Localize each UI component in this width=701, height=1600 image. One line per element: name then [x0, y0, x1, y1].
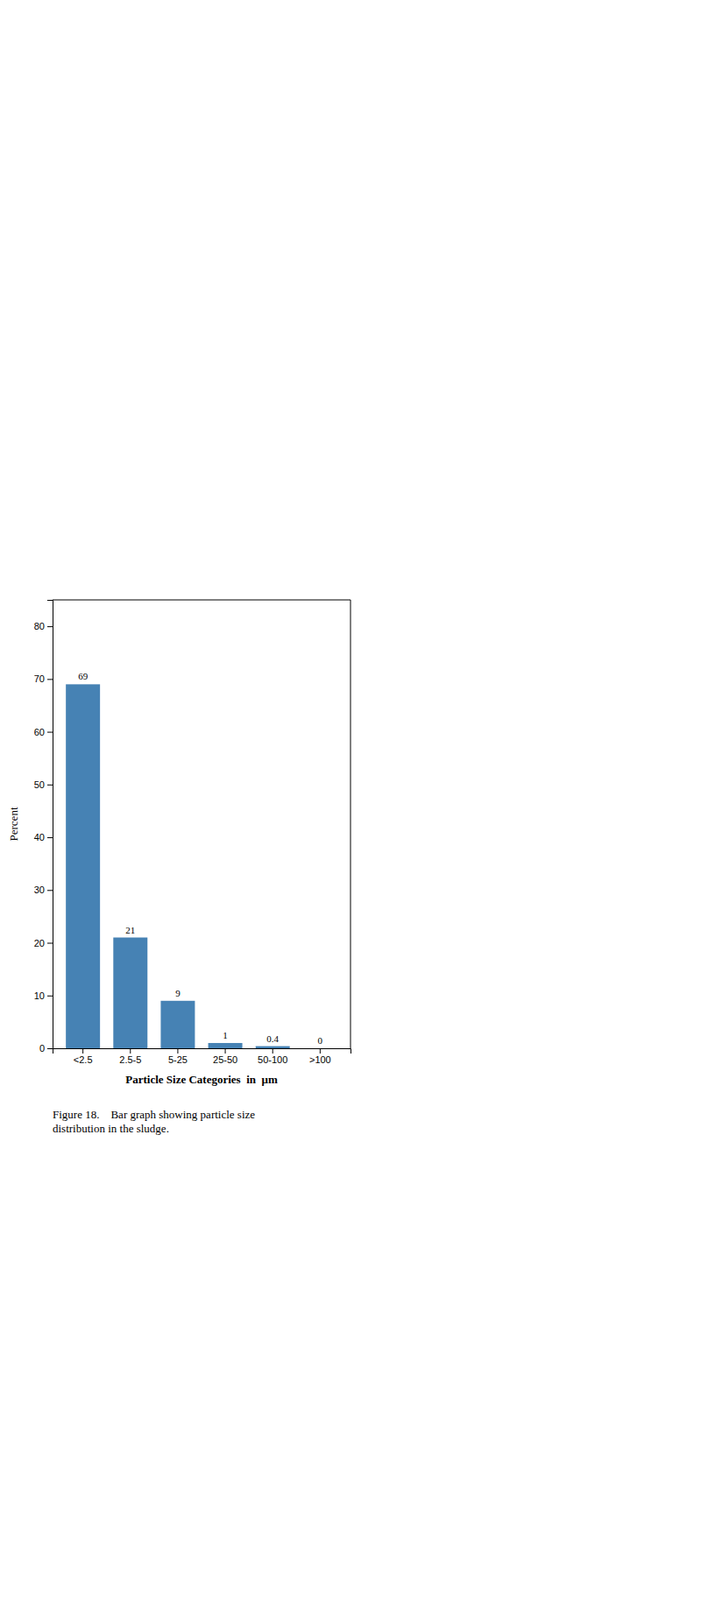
bar — [255, 1047, 291, 1049]
x-tick-mark — [272, 1048, 274, 1055]
x-tick-label: 2.5-5 — [119, 1055, 142, 1066]
x-tick: 50-100 — [257, 1048, 288, 1066]
y-tick-mark — [47, 943, 53, 945]
y-tick-mark — [47, 837, 53, 839]
y-axis-title: Percent — [7, 807, 21, 842]
x-tick-mark — [319, 1048, 321, 1055]
x-tick-label: 25-50 — [212, 1055, 238, 1066]
bars — [65, 684, 291, 1049]
data-label: 21 — [125, 925, 135, 936]
x-tick-label: 5-25 — [168, 1055, 188, 1066]
y-tick: 0 — [39, 1043, 53, 1055]
x-tick-label: >100 — [309, 1055, 332, 1066]
x-tick: 5-25 — [168, 1048, 188, 1066]
x-tick-mark — [82, 1048, 84, 1055]
x-axis: <2.5 2.5-5 5-25 25-50 50-100 >100 — [53, 1048, 352, 1066]
x-tick: <2.5 — [73, 1048, 93, 1066]
y-tick-mark — [47, 679, 53, 680]
x-tick-label: 50-100 — [257, 1055, 288, 1066]
y-tick-mark — [47, 996, 53, 998]
y-tick: 10 — [34, 991, 53, 1002]
bar — [208, 1043, 243, 1049]
y-tick-label: 70 — [34, 673, 45, 685]
y-tick: 50 — [34, 779, 53, 791]
y-tick-label: 40 — [34, 832, 45, 843]
x-tick-label: <2.5 — [73, 1055, 93, 1066]
plot-frame-right — [350, 600, 352, 1049]
data-label: 9 — [175, 988, 181, 999]
y-tick-label: 60 — [34, 727, 45, 738]
data-labels: 69 21 9 1 0.4 0 — [77, 671, 323, 1047]
y-tick-mark — [47, 1048, 53, 1050]
y-tick: 60 — [34, 727, 53, 738]
y-tick-label: 30 — [34, 885, 45, 896]
data-label: 69 — [77, 671, 89, 682]
y-tick-label: 20 — [34, 938, 45, 949]
y-tick: 20 — [34, 938, 53, 949]
x-tick: 2.5-5 — [119, 1048, 142, 1066]
bar — [160, 1001, 195, 1049]
caption: Figure 18. Bar graph showing particle si… — [52, 1108, 255, 1136]
x-axis-line — [53, 1049, 352, 1056]
y-axis-line — [47, 601, 54, 1050]
data-label: 1 — [222, 1030, 228, 1041]
caption-line: distribution in the sludge. — [52, 1122, 170, 1136]
y-tick: 70 — [34, 673, 53, 685]
x-tick-mark — [129, 1048, 131, 1055]
y-tick-mark — [47, 785, 53, 786]
x-axis-title: Particle Size Categories in μm — [125, 1073, 278, 1087]
x-tick: >100 — [309, 1048, 332, 1066]
y-tick-mark — [47, 732, 53, 734]
y-tick-label: 50 — [34, 779, 45, 791]
y-tick-mark — [47, 626, 53, 628]
y-tick-mark — [47, 890, 53, 892]
y-tick-label: 80 — [34, 621, 45, 632]
plot-frame-top — [52, 600, 351, 602]
x-tick-mark — [225, 1048, 227, 1055]
bar — [65, 684, 100, 1049]
data-label: 0.4 — [266, 1033, 279, 1045]
y-tick-label: 0 — [39, 1043, 45, 1055]
x-tick: 25-50 — [212, 1048, 238, 1066]
y-tick: 80 — [34, 621, 53, 632]
y-tick: 30 — [34, 885, 53, 896]
y-axis: 0 10 20 30 40 50 60 70 80 — [34, 601, 54, 1056]
plot-area: 69 21 9 1 0.4 0 0 10 20 30 40 50 60 70 80 <2.5 2.5-5 5-25… — [34, 600, 352, 1066]
bar — [303, 1048, 338, 1050]
data-label: 0 — [318, 1035, 324, 1047]
caption-line: Figure 18. Bar graph showing particle si… — [52, 1108, 255, 1122]
y-tick: 40 — [34, 832, 53, 843]
bar — [113, 938, 148, 1049]
chart-canvas: 69 21 9 1 0.4 0 0 10 20 30 40 50 60 70 80 <2.5 2.5-5 5-25… — [0, 0, 701, 1600]
x-tick-mark — [177, 1048, 178, 1055]
y-tick-label: 10 — [34, 991, 45, 1002]
